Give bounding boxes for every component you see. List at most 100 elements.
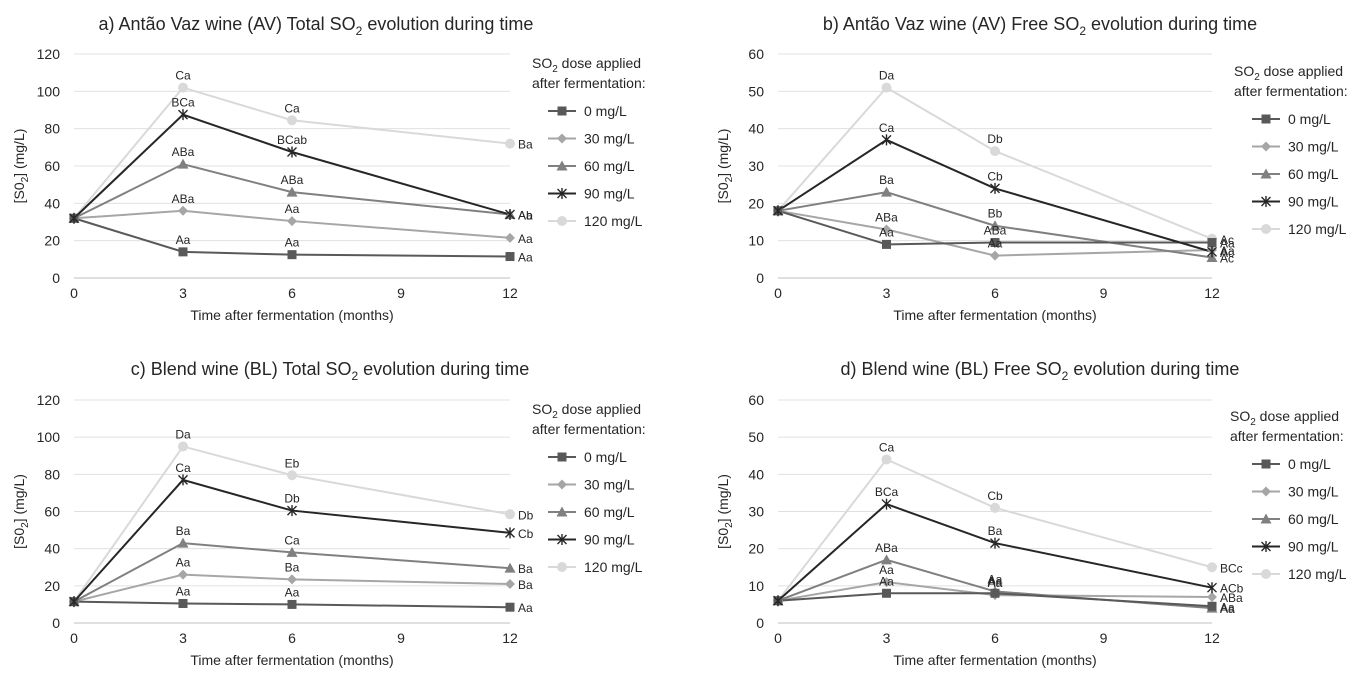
data-point (287, 599, 297, 609)
data-label: Aa (879, 574, 894, 588)
data-point (1207, 601, 1217, 611)
y-tick-label: 80 (44, 121, 60, 137)
data-point (881, 498, 892, 510)
legend-marker (557, 479, 567, 490)
series-line-120-mg-l (73, 445, 511, 603)
data-label: ABa (875, 210, 898, 224)
legend-entry: 90 mg/L (584, 532, 635, 548)
x-tick-label: 9 (397, 285, 405, 301)
data-point (881, 577, 892, 588)
data-label: Ac (1220, 233, 1234, 247)
data-label: Aa (176, 556, 191, 570)
data-point (990, 588, 1000, 598)
legend-marker (557, 188, 567, 199)
legend-marker (557, 534, 567, 545)
legend-entry: 60 mg/L (1288, 166, 1339, 182)
x-tick-label: 12 (502, 630, 518, 646)
data-label: Aa (1220, 600, 1235, 614)
data-label: Aa (176, 584, 191, 598)
data-point (287, 505, 297, 517)
x-tick-label: 0 (70, 285, 78, 301)
data-point (287, 574, 297, 585)
x-tick-label: 12 (1204, 285, 1220, 301)
data-label: ABa (172, 192, 195, 206)
data-label: Aa (1220, 244, 1235, 258)
x-axis-label: Time after fermentation (months) (190, 307, 393, 323)
chart-panel-4: d) Blend wine (BL) Free SO2 evolution du… (715, 359, 1347, 668)
legend-title: SO2 dose applied (532, 401, 641, 421)
series-line-0-mg-l (73, 217, 511, 258)
data-point (177, 537, 189, 548)
data-point (881, 186, 892, 197)
legend-marker (557, 562, 567, 572)
chart-title: b) Antão Vaz wine (AV) Free SO2 evolutio… (823, 14, 1257, 38)
data-label: Eb (285, 456, 300, 470)
data-label: Aa (176, 233, 191, 247)
legend-entry: 60 mg/L (584, 158, 635, 174)
legend-entry: 0 mg/L (1288, 111, 1331, 127)
y-tick-label: 50 (748, 83, 764, 99)
legend-entry: 120 mg/L (584, 213, 643, 229)
x-tick-label: 3 (883, 630, 891, 646)
data-label: BCc (1220, 561, 1243, 575)
data-point (286, 546, 298, 557)
x-tick-label: 6 (991, 285, 999, 301)
y-tick-label: 0 (52, 270, 60, 286)
data-point (989, 220, 1001, 231)
data-point (69, 596, 79, 608)
x-tick-label: 6 (288, 285, 296, 301)
data-label: ABa (875, 541, 898, 555)
data-point (505, 509, 515, 520)
data-label: ABa (172, 145, 195, 159)
data-label: Da (175, 427, 191, 441)
data-point (773, 205, 783, 217)
legend-entry: 0 mg/L (1288, 456, 1331, 472)
x-tick-label: 3 (179, 630, 187, 646)
data-point (990, 238, 1000, 248)
data-point (881, 224, 892, 235)
data-point (287, 115, 297, 126)
data-label: Aa (988, 572, 1003, 586)
data-label: Ba (518, 578, 533, 592)
y-tick-label: 30 (748, 504, 764, 520)
data-point (882, 239, 891, 249)
legend-marker (1261, 141, 1271, 152)
data-label: Cb (987, 489, 1003, 503)
data-label: Db (987, 132, 1003, 146)
data-point (69, 212, 79, 224)
data-label: Cb (518, 527, 534, 541)
data-point (505, 527, 515, 539)
y-tick-label: 80 (44, 466, 60, 482)
data-point (287, 216, 297, 227)
data-label: Ca (284, 533, 300, 547)
data-point (504, 562, 516, 573)
data-label: ABa (984, 224, 1007, 238)
data-point (1207, 238, 1217, 248)
legend-title: after fermentation: (1234, 83, 1348, 99)
data-point (882, 588, 891, 598)
chart-title: d) Blend wine (BL) Free SO2 evolution du… (841, 359, 1240, 383)
data-point (505, 232, 515, 243)
data-point (881, 554, 892, 565)
data-point (1207, 591, 1217, 602)
legend-title: after fermentation: (532, 75, 646, 91)
x-tick-label: 3 (883, 285, 891, 301)
data-label: Ba (518, 138, 533, 152)
data-label: Aa (988, 574, 1003, 588)
data-label: Aa (1220, 602, 1235, 616)
legend-entry: 60 mg/L (584, 504, 635, 520)
legend-entry: 90 mg/L (584, 186, 635, 202)
y-tick-label: 20 (748, 195, 764, 211)
data-label: ABa (281, 173, 304, 187)
series-line-120-mg-l (73, 86, 511, 219)
series-line-0-mg-l (777, 592, 1213, 608)
legend-entry: 120 mg/L (1288, 221, 1347, 237)
y-tick-label: 40 (748, 466, 764, 482)
data-label: Ac (1220, 246, 1234, 260)
x-tick-label: 9 (1100, 285, 1108, 301)
y-tick-label: 20 (748, 541, 764, 557)
x-tick-label: 0 (774, 285, 782, 301)
series-line-90-mg-l (73, 478, 511, 603)
